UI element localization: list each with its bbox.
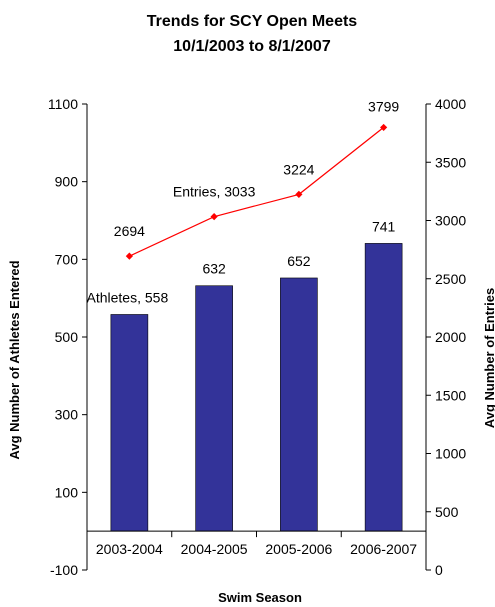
data-label-athletes: 741	[372, 218, 396, 234]
data-label-athletes: 632	[202, 261, 226, 277]
bar-athletes-2005-2006	[280, 277, 318, 532]
chart-title-line-2: 10/1/2003 to 8/1/2007	[173, 38, 331, 55]
y-tick-right-label: 0	[435, 562, 443, 578]
data-label-athletes: 652	[287, 253, 311, 269]
y-tick-left-label: 500	[55, 329, 79, 345]
x-axis-title: Swim Season	[218, 590, 302, 605]
data-label-entries: 2694	[114, 223, 145, 239]
chart-title: Trends for SCY Open Meets 10/1/2003 to 8…	[147, 13, 358, 55]
bar-athletes-2003-2004	[110, 314, 149, 532]
data-label-entries: Entries, 3033	[173, 184, 256, 200]
y-tick-right-label: 500	[435, 504, 459, 520]
line-entries	[129, 126, 384, 257]
y-tick-right-label: 3000	[435, 213, 466, 229]
marker-entries-2005-2006	[295, 190, 303, 199]
chart-title-line-1: Trends for SCY Open Meets	[147, 13, 358, 30]
y-tick-left-label: 700	[55, 251, 79, 267]
y-tick-left-label: 900	[55, 174, 79, 190]
y-tick-right-label: 4000	[435, 96, 466, 112]
y-tick-left-label: -100	[50, 562, 78, 578]
y-tick-left-label: 300	[55, 407, 79, 423]
y-axis-left-title: Avg Number of Athletes Entered	[7, 260, 22, 459]
data-label-entries: 3799	[368, 98, 399, 114]
x-tick-label: 2005-2006	[265, 541, 332, 557]
bar-athletes-2006-2007	[364, 243, 403, 532]
y-tick-right-label: 1500	[435, 387, 466, 403]
y-tick-right-label: 1000	[435, 446, 466, 462]
y-tick-right-label: 2000	[435, 329, 466, 345]
x-tick-label: 2004-2005	[181, 541, 248, 557]
marker-entries-2006-2007	[380, 123, 388, 132]
bar-athletes-2004-2005	[195, 285, 233, 532]
marker-entries-2003-2004	[125, 252, 133, 260]
y-tick-right-label: 3500	[435, 154, 466, 170]
x-tick-label: 2006-2007	[350, 541, 417, 557]
data-label-entries: 3224	[283, 161, 314, 177]
x-tick-label: 2003-2004	[96, 541, 163, 557]
plot-area: -100 100 300 500 700 900 1100 0 500 1000 1500 2000 2…	[48, 96, 466, 578]
marker-entries-2004-2005	[210, 213, 218, 221]
y-axis-right-title: Avg Number of Entries	[482, 288, 495, 428]
y-tick-left-label: 100	[55, 484, 79, 500]
y-tick-left-label: 1100	[48, 96, 78, 112]
y-tick-right-label: 2500	[435, 271, 466, 287]
data-label-athletes: Athletes, 558	[87, 289, 169, 305]
